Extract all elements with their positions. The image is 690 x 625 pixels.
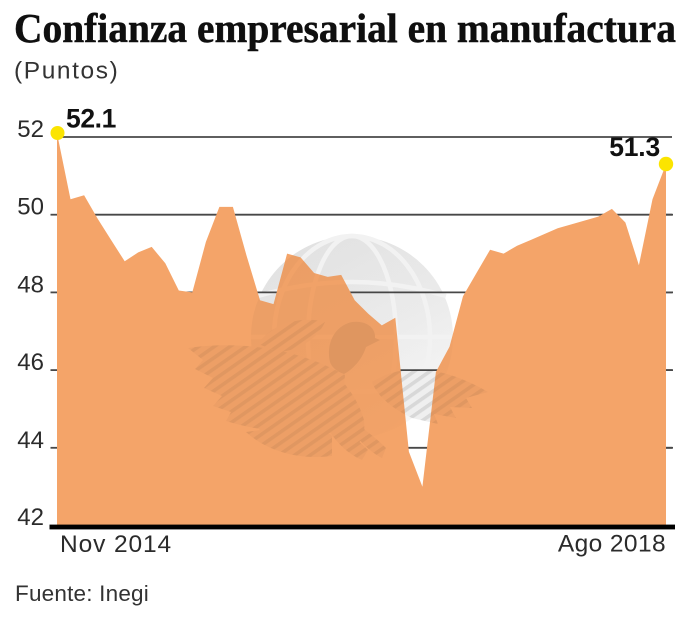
svg-text:44: 44 (17, 427, 44, 454)
svg-text:Nov 2014: Nov 2014 (60, 531, 172, 558)
svg-text:42: 42 (17, 504, 44, 531)
svg-text:Ago 2018: Ago 2018 (558, 531, 666, 558)
svg-text:52.1: 52.1 (66, 104, 116, 134)
svg-text:(Puntos): (Puntos) (14, 58, 119, 85)
svg-text:48: 48 (17, 271, 44, 298)
svg-text:Confianza empresarial en manuf: Confianza empresarial en manufactura (14, 5, 676, 51)
svg-text:46: 46 (17, 349, 44, 376)
svg-text:51.3: 51.3 (609, 132, 660, 162)
svg-text:50: 50 (17, 194, 44, 221)
svg-text:52: 52 (17, 116, 44, 143)
svg-text:Fuente: Inegi: Fuente: Inegi (15, 581, 149, 606)
